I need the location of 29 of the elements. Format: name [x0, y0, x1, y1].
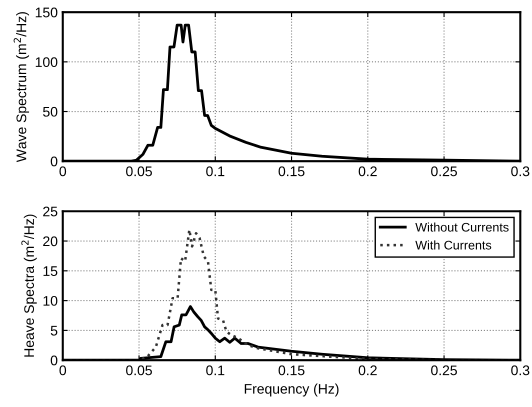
y-axis-title: Wave Spectrum (m$^{2}$/Hz)	[14, 12, 30, 162]
x-tick-label: 0.05	[126, 365, 152, 376]
x-tick-label: 0.2	[358, 166, 377, 176]
x-tick-label: 0.2	[358, 365, 377, 376]
y-tick-label: 50	[43, 106, 58, 117]
x-tick-label: 0	[59, 365, 66, 376]
y-tick-label: 15	[44, 266, 58, 276]
x-tick-label: 0.15	[278, 166, 304, 176]
x-tick-label: 0	[59, 166, 66, 176]
x-tick-label: 0.05	[126, 166, 152, 176]
y-tick-label: 20	[43, 236, 58, 246]
legend-label: Without Currents	[415, 222, 509, 232]
y-tick-label: 25	[43, 206, 58, 216]
x-tick-label: 0.1	[206, 365, 224, 376]
x-tick-label: 0.25	[431, 166, 457, 176]
y-tick-label: 5	[50, 326, 58, 336]
y-tick-label: 0	[50, 156, 58, 166]
x-tick-label: 0.25	[431, 365, 457, 376]
legend-label: With Currents	[415, 240, 492, 250]
x-tick-label: 0.3	[511, 365, 530, 376]
y-tick-label: 100	[36, 57, 58, 68]
y-tick-label: 150	[36, 8, 58, 18]
x-tick-label: 0.3	[511, 166, 530, 176]
y-axis-title: Heave Spectra (m$^{2}$/Hz)	[21, 214, 37, 357]
x-tick-label: 0.15	[278, 365, 304, 376]
y-tick-label: 0	[50, 356, 58, 366]
y-tick-label: 10	[44, 296, 58, 306]
x-axis-title: Frequency (Hz)	[244, 384, 339, 397]
x-tick-label: 0.1	[206, 166, 224, 176]
